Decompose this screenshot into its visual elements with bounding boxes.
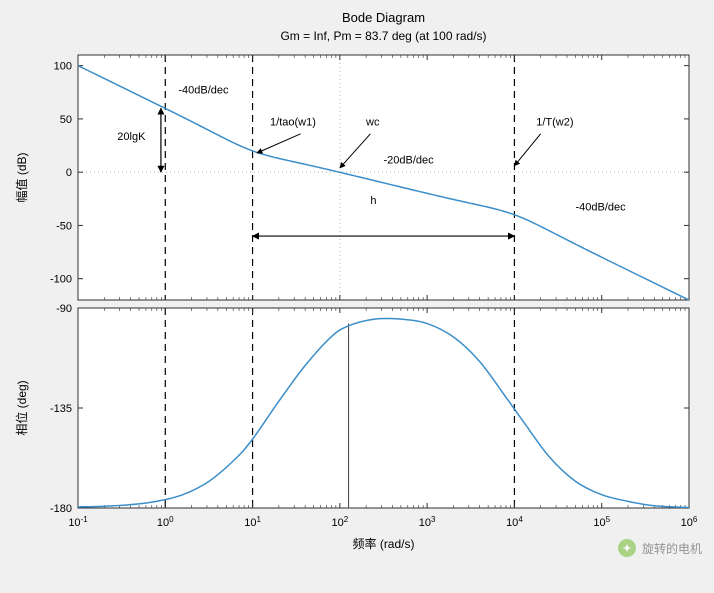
x-axis-label: 频率 (rad/s) bbox=[352, 536, 414, 551]
phase-ytick: -135 bbox=[50, 403, 72, 415]
xtick-label: 103 bbox=[419, 515, 436, 530]
phase-ytick: -90 bbox=[56, 303, 72, 315]
figure-container: Bode Diagram Gm = Inf, Pm = 83.7 deg (at … bbox=[0, 0, 714, 593]
phase-ytick: -180 bbox=[50, 503, 72, 515]
annotation-k_label: 20lgK bbox=[117, 131, 146, 143]
wechat-icon: ✦ bbox=[618, 539, 636, 557]
annotation-w2_label: 1/T(w2) bbox=[536, 116, 573, 128]
xtick-label: 102 bbox=[332, 515, 349, 530]
annotation-wc_label: wc bbox=[365, 116, 380, 128]
mag-ytick: 0 bbox=[66, 167, 72, 179]
chart-title: Bode Diagram bbox=[342, 10, 425, 25]
phase-ylabel: 相位 (deg) bbox=[14, 380, 29, 435]
mag-ytick: -50 bbox=[56, 220, 72, 232]
chart-subtitle: Gm = Inf, Pm = 83.7 deg (at 100 rad/s) bbox=[280, 29, 486, 43]
phase-axes bbox=[78, 308, 689, 508]
xtick-label: 10-1 bbox=[68, 515, 88, 530]
mag-ytick: 100 bbox=[54, 61, 72, 73]
mag-ytick: 50 bbox=[60, 114, 72, 126]
annotation-w1_label: 1/tao(w1) bbox=[270, 116, 316, 128]
mag-ylabel: 幅值 (dB) bbox=[14, 152, 29, 202]
mag-ytick: -100 bbox=[50, 274, 72, 286]
xtick-label: 106 bbox=[681, 515, 698, 530]
watermark: ✦ 旋转的电机 bbox=[618, 539, 702, 557]
xtick-label: 104 bbox=[506, 515, 523, 530]
xtick-label: 100 bbox=[157, 515, 174, 530]
magnitude-axes bbox=[78, 55, 689, 300]
annotation-h_label: h bbox=[370, 195, 376, 207]
watermark-text: 旋转的电机 bbox=[642, 540, 702, 557]
annotation-neg20_mid: -20dB/dec bbox=[384, 155, 435, 167]
annotation-neg40_left: -40dB/dec bbox=[178, 84, 229, 96]
xtick-label: 101 bbox=[244, 515, 261, 530]
annotation-neg40_right: -40dB/dec bbox=[576, 202, 627, 214]
xtick-label: 105 bbox=[593, 515, 610, 530]
bode-svg: Bode Diagram Gm = Inf, Pm = 83.7 deg (at … bbox=[0, 0, 714, 593]
